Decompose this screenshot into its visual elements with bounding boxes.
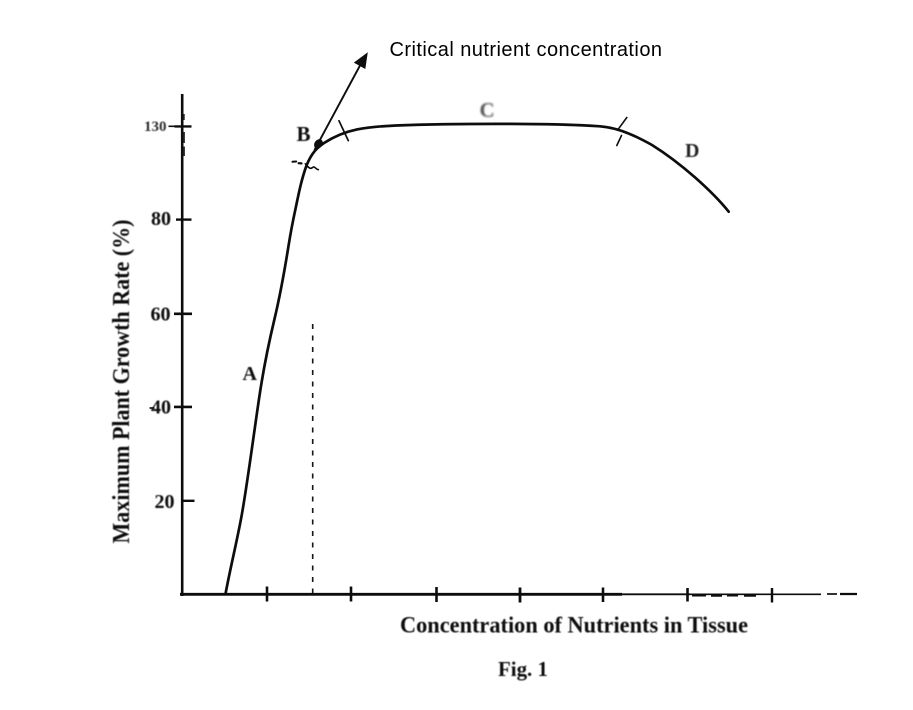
svg-text:60: 60 bbox=[151, 304, 171, 326]
svg-text:Critical nutrient concentratio: Critical nutrient concentration bbox=[390, 39, 663, 61]
svg-text:80: 80 bbox=[151, 208, 171, 230]
svg-text:D: D bbox=[685, 140, 699, 162]
svg-text:Concentration of Nutrients in: Concentration of Nutrients in Tissue bbox=[400, 613, 748, 638]
svg-text:B: B bbox=[297, 122, 311, 146]
svg-text:20: 20 bbox=[155, 491, 175, 513]
svg-text:A: A bbox=[243, 363, 258, 385]
svg-text:C: C bbox=[480, 98, 495, 122]
svg-text:Fig. 1: Fig. 1 bbox=[498, 657, 548, 681]
svg-text:40: 40 bbox=[151, 397, 171, 419]
svg-text:130: 130 bbox=[144, 119, 167, 135]
svg-text:Maximum Plant Growth Rate (%): Maximum Plant Growth Rate (%) bbox=[109, 220, 135, 544]
